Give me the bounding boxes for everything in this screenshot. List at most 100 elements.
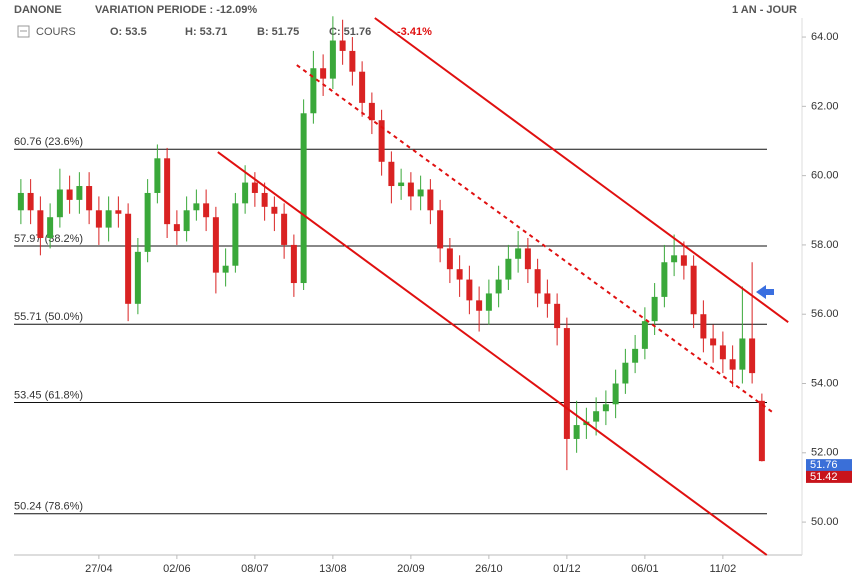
trend-line: [296, 64, 774, 414]
candle-body: [495, 279, 502, 294]
x-tick-label: 26/10: [475, 563, 503, 575]
y-tick-label: 58.00: [811, 239, 839, 251]
candle-body: [427, 189, 434, 211]
y-tick-label: 52.00: [811, 447, 839, 459]
candle-body: [212, 217, 219, 273]
candle-body: [105, 210, 112, 228]
candle-body: [485, 293, 492, 311]
candle-body: [680, 255, 687, 266]
candle-body: [739, 338, 746, 370]
candle-body: [407, 182, 414, 197]
fib-label: 53.45 (61.8%): [14, 389, 83, 401]
legend-low: B: 51.75: [257, 26, 299, 38]
y-tick-label: 60.00: [811, 170, 839, 182]
fib-label: 60.76 (23.6%): [14, 136, 83, 148]
price-badge-label: 51.42: [810, 471, 838, 483]
candle-body: [232, 203, 239, 266]
x-tick-label: 13/08: [319, 563, 347, 575]
candle-body: [719, 345, 726, 360]
chart-title: DANONE: [14, 4, 62, 16]
candle-body: [261, 192, 268, 207]
trend-line: [217, 151, 768, 556]
y-tick-label: 62.00: [811, 100, 839, 112]
candle-body: [203, 203, 210, 218]
candle-body: [281, 213, 288, 245]
x-tick-label: 06/01: [631, 563, 659, 575]
candle-body: [641, 321, 648, 349]
x-tick-label: 08/07: [241, 563, 269, 575]
candle-body: [47, 217, 54, 238]
candle-body: [388, 161, 395, 187]
candle-body: [251, 182, 258, 193]
candle-body: [602, 404, 609, 412]
price-badge: [806, 470, 852, 483]
candle-body: [368, 102, 375, 121]
trend-line: [374, 17, 789, 323]
plot: 50.00 52.00 54.00 56.00 58.00 60.00 62.00 64.00…: [14, 16, 852, 575]
candle-body: [125, 213, 132, 304]
candle-body: [56, 189, 63, 218]
candle-body: [661, 262, 668, 297]
x-tick-label: 01/12: [553, 563, 581, 575]
price-badge-label: 51.76: [810, 459, 838, 471]
candle-body: [749, 338, 756, 374]
candle-body: [398, 182, 405, 187]
legend-close: C: 51.76: [329, 26, 371, 38]
candle-body: [66, 189, 73, 200]
candle-body: [271, 206, 278, 214]
candle-body: [222, 265, 229, 273]
candle-body: [193, 203, 200, 211]
x-tick-label: 27/04: [85, 563, 113, 575]
fib-label: 57.97 (38.2%): [14, 233, 83, 245]
candle-body: [134, 251, 141, 304]
candle-body: [612, 383, 619, 405]
candle-body: [671, 255, 678, 263]
candle-body: [544, 293, 551, 304]
candle-body: [173, 224, 180, 232]
candle-body: [95, 210, 102, 228]
series-icon: [17, 25, 30, 38]
candle-body: [651, 296, 658, 322]
candle-body: [37, 210, 44, 238]
candle-body: [690, 265, 697, 315]
legend-change: -3.41%: [397, 26, 432, 38]
fib-label: 55.71 (50.0%): [14, 311, 83, 323]
x-tick-label: 11/02: [710, 563, 737, 575]
candle-body: [622, 362, 629, 384]
x-tick-label: 20/09: [397, 563, 425, 575]
candle-body: [456, 269, 463, 280]
candle-body: [86, 186, 93, 211]
y-tick-label: 56.00: [811, 308, 839, 320]
candle-body: [183, 210, 190, 232]
candle-body: [359, 71, 366, 103]
legend-high: H: 53.71: [185, 26, 227, 38]
y-tick-label: 50.00: [811, 516, 839, 528]
chart-subtitle: VARIATION PERIODE : -12.09%: [95, 4, 257, 16]
candle-body: [300, 113, 307, 284]
candle-body: [524, 248, 531, 270]
candle-body: [700, 314, 707, 339]
candle-body: [505, 258, 512, 280]
candle-body: [437, 210, 444, 249]
candle-body: [27, 192, 34, 211]
candle-body: [378, 120, 385, 162]
candle-body: [339, 40, 346, 51]
legend-open: O: 53.5: [110, 26, 147, 38]
candle-body: [329, 40, 336, 79]
period-label[interactable]: 1 AN - JOUR: [732, 4, 797, 16]
candle-body: [554, 303, 561, 329]
candle-body: [349, 50, 356, 72]
x-tick-label: 02/06: [163, 563, 191, 575]
y-tick-label: 54.00: [811, 377, 839, 389]
candle-body: [164, 158, 171, 225]
candle-body: [144, 192, 151, 252]
y-tick-label: 64.00: [811, 31, 839, 43]
legend-name: COURS: [36, 26, 76, 38]
candle-body: [466, 279, 473, 301]
candle-body: [476, 300, 483, 311]
candle-body: [632, 348, 639, 363]
candle-body: [758, 400, 765, 462]
fib-label: 50.24 (78.6%): [14, 501, 83, 513]
candle-body: [115, 210, 122, 214]
